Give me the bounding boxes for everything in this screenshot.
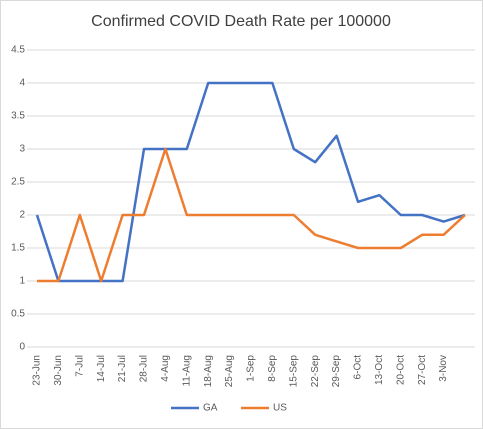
x-tick-label: 7-Jul bbox=[74, 355, 85, 377]
x-tick-label: 1-Sep bbox=[246, 355, 257, 382]
x-tick-label: 30-Jun bbox=[53, 355, 64, 386]
x-tick-label: 11-Aug bbox=[181, 355, 192, 387]
x-tick-label: 3-Nov bbox=[438, 355, 449, 382]
x-tick-label: 13-Oct bbox=[374, 355, 385, 385]
x-tick-label: 18-Aug bbox=[203, 355, 214, 387]
x-tick-label: 22-Sep bbox=[310, 355, 321, 388]
x-tick-label: 20-Oct bbox=[395, 355, 406, 385]
chart-title: Confirmed COVID Death Rate per 100000 bbox=[91, 13, 391, 30]
x-tick-label: 14-Jul bbox=[96, 355, 107, 382]
y-tick-label: 1 bbox=[19, 276, 25, 287]
y-tick-label: 4 bbox=[19, 78, 25, 89]
x-tick-label: 25-Aug bbox=[224, 355, 235, 387]
y-tick-label: 3.5 bbox=[11, 111, 25, 122]
y-tick-label: 2 bbox=[19, 210, 25, 221]
series-line bbox=[35, 81, 466, 283]
x-tick-label: 23-Jun bbox=[32, 355, 43, 386]
x-tick-label: 6-Oct bbox=[353, 355, 364, 380]
x-tick-label: 15-Sep bbox=[288, 355, 299, 388]
y-tick-label: 4.5 bbox=[11, 45, 25, 56]
x-tick-label: 8-Sep bbox=[267, 355, 278, 382]
legend-label: GA bbox=[203, 403, 218, 414]
x-tick-label: 29-Sep bbox=[331, 355, 342, 388]
y-tick-label: 0.5 bbox=[11, 309, 25, 320]
x-tick-label: 27-Oct bbox=[417, 355, 428, 385]
legend-label: US bbox=[273, 403, 287, 414]
y-tick-label: 0 bbox=[19, 342, 25, 353]
y-tick-label: 3 bbox=[19, 144, 25, 155]
x-tick-label: 21-Jul bbox=[117, 355, 128, 382]
y-tick-label: 2.5 bbox=[11, 177, 25, 188]
y-tick-label: 1.5 bbox=[11, 243, 25, 254]
x-tick-label: 4-Aug bbox=[160, 355, 171, 382]
x-tick-label: 28-Jul bbox=[139, 355, 150, 382]
series-line bbox=[37, 147, 466, 283]
